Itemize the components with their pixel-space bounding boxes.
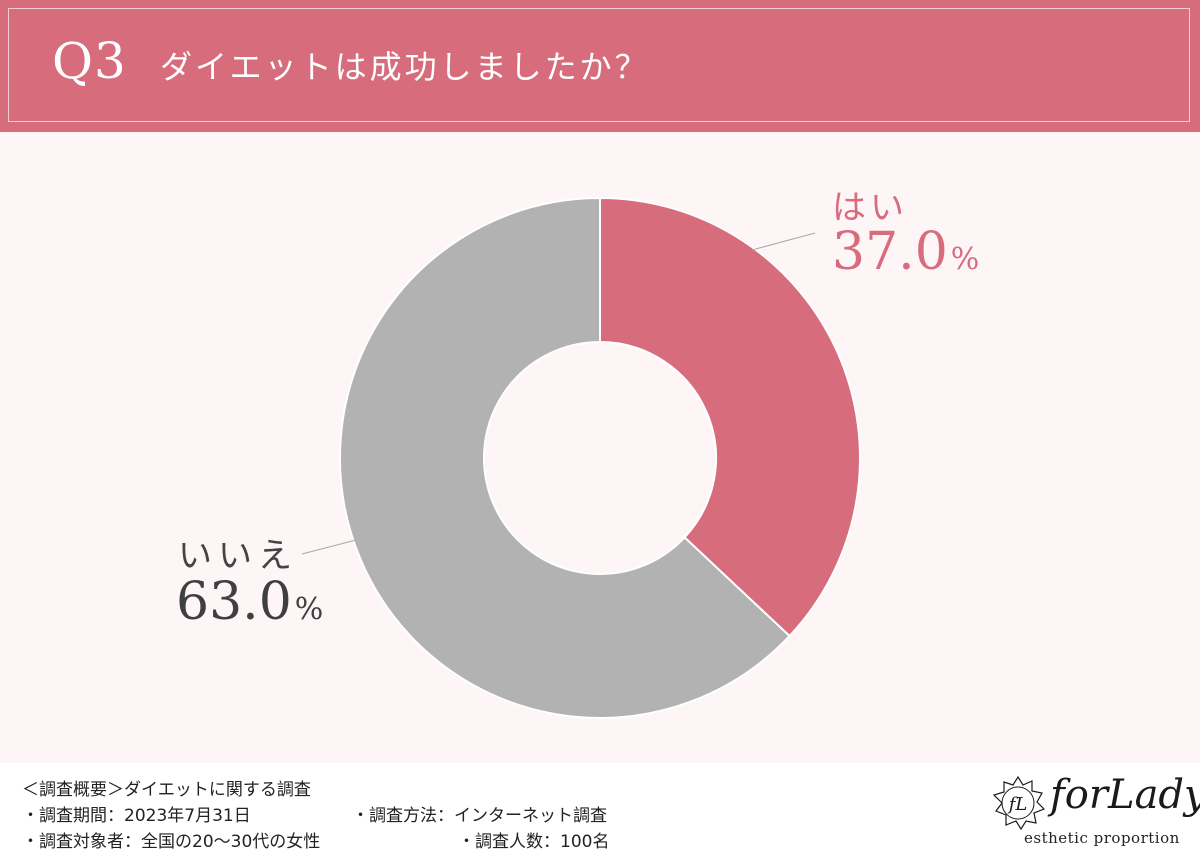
footer [0, 763, 1200, 857]
survey-overview: ＜調査概要＞ダイエットに関する調査 [22, 780, 311, 800]
logo-emblem-icon: fL [992, 775, 1046, 831]
leader-line-yes [751, 232, 816, 251]
slice-yes [599, 196, 861, 638]
slice-value-no: 63.0% [176, 572, 323, 632]
survey-target: ・調査対象者：全国の20〜30代の女性 [22, 832, 321, 852]
slice-value-no-number: 63.0 [176, 572, 292, 632]
question-number: Q3 [52, 32, 127, 90]
logo-tagline: esthetic proportion [1024, 829, 1180, 847]
slice-value-no-unit: % [294, 592, 324, 627]
slice-label-no: いいえ [178, 536, 298, 576]
donut-chart [301, 196, 861, 719]
logo-name: forLady [1050, 772, 1200, 818]
slice-value-yes-unit: % [950, 242, 980, 277]
slice-label-yes: はい [832, 188, 908, 228]
survey-count: ・調査人数：100名 [458, 832, 610, 852]
question-title: ダイエットは成功しましたか？ [160, 48, 650, 86]
logo-monogram: fL [1007, 794, 1028, 815]
survey-method: ・調査方法：インターネット調査 [352, 806, 607, 826]
slice-no [339, 196, 791, 719]
header-frame [8, 8, 1190, 122]
chart-slices [339, 196, 861, 719]
leader-line-no [301, 539, 357, 555]
slice-value-yes: 37.0% [832, 222, 979, 282]
survey-period: ・調査期間：2023年7月31日 [22, 806, 251, 826]
slice-value-yes-number: 37.0 [832, 222, 948, 282]
header-banner: Q3 ダイエットは成功しましたか？ [0, 0, 1200, 132]
